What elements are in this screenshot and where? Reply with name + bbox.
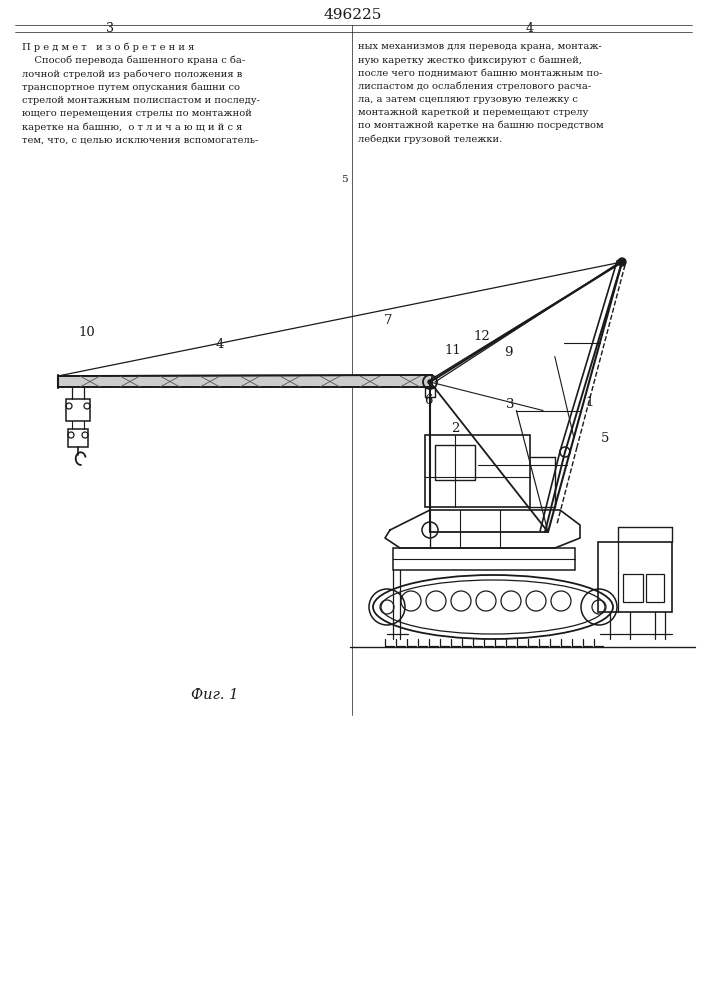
Bar	[646, 574, 664, 602]
Text: Фиг. 1: Фиг. 1	[192, 688, 239, 702]
Text: 496225: 496225	[324, 8, 382, 22]
Text: 10: 10	[78, 326, 95, 338]
Text: 5: 5	[601, 432, 609, 444]
Text: 2: 2	[451, 422, 459, 434]
Text: 3: 3	[506, 397, 514, 410]
Circle shape	[618, 258, 626, 266]
Text: 4: 4	[216, 338, 224, 352]
Text: 11: 11	[445, 344, 462, 357]
Text: 7: 7	[384, 314, 392, 326]
Bar	[425, 387, 435, 397]
Polygon shape	[58, 375, 432, 387]
Circle shape	[428, 380, 432, 384]
Text: П р е д м е т   и з о б р е т е н и я
    Способ перевода башенного крана с ба-
: П р е д м е т и з о б р е т е н и я Спос…	[22, 42, 260, 145]
Bar	[66, 399, 90, 421]
Text: 4: 4	[526, 22, 534, 35]
Text: 5: 5	[341, 176, 348, 184]
Text: 12: 12	[474, 330, 491, 342]
Bar	[623, 574, 643, 602]
Bar	[68, 429, 88, 447]
Bar	[393, 548, 575, 570]
Text: 3: 3	[106, 22, 114, 35]
Text: 1: 1	[586, 395, 594, 408]
Text: 9: 9	[504, 347, 513, 360]
Text: ных механизмов для перевода крана, монтаж-
ную каретку жестко фиксируют с башней: ных механизмов для перевода крана, монта…	[358, 42, 604, 144]
Bar	[598, 542, 672, 612]
Text: 6: 6	[423, 393, 432, 406]
Bar	[435, 445, 475, 480]
Bar	[425, 435, 530, 507]
